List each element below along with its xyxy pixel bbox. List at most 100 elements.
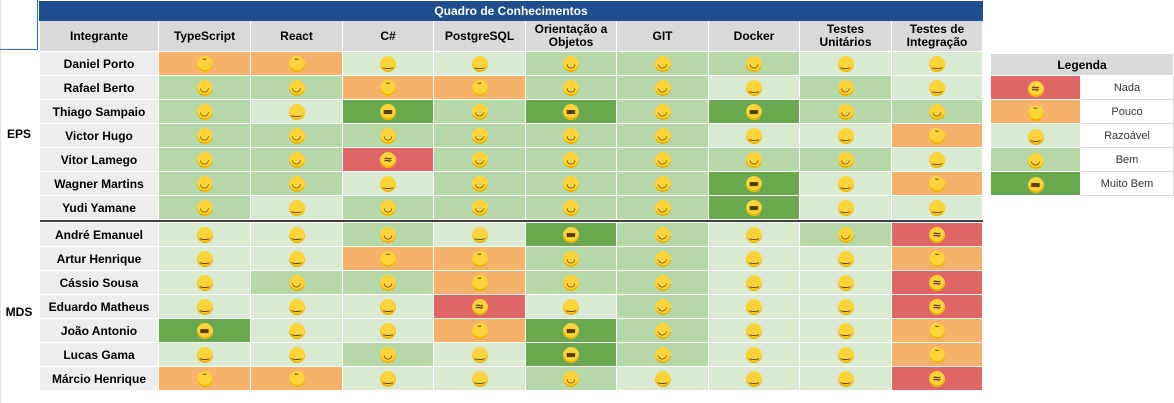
skill-level-cell[interactable]: ◡	[250, 75, 343, 100]
skill-level-cell[interactable]: ‿	[799, 51, 892, 76]
skill-level-cell[interactable]: ‿	[708, 342, 800, 367]
skill-level-cell[interactable]: ˘	[158, 51, 251, 76]
skill-level-cell[interactable]: ◡	[799, 147, 892, 172]
skill-level-cell[interactable]: ◡	[158, 123, 251, 148]
skill-level-cell[interactable]: ◡	[616, 75, 709, 100]
skill-level-cell[interactable]: ◡	[616, 342, 709, 367]
member-name-cell[interactable]: Yudi Yamane	[39, 195, 159, 220]
skill-level-cell[interactable]: ◡	[891, 99, 983, 124]
skill-level-cell[interactable]: ‿	[342, 318, 434, 343]
skill-level-cell[interactable]: ‿	[250, 294, 343, 319]
skill-level-cell[interactable]: ◡	[616, 147, 709, 172]
skill-level-cell[interactable]: ‿	[891, 147, 983, 172]
skill-level-cell[interactable]: ◡	[433, 147, 526, 172]
skill-level-cell[interactable]: ‿	[342, 294, 434, 319]
skill-level-cell[interactable]: ‿	[799, 123, 892, 148]
skill-level-cell[interactable]: ˘	[891, 318, 983, 343]
skill-level-cell[interactable]: ‿	[799, 171, 892, 196]
skill-level-cell[interactable]: ◡	[342, 123, 434, 148]
skill-level-cell[interactable]: ‿	[433, 342, 526, 367]
skill-level-cell[interactable]: ◡	[342, 270, 434, 295]
skill-level-cell[interactable]: ‿	[250, 342, 343, 367]
skill-level-cell[interactable]: ‿	[799, 195, 892, 220]
skill-level-cell[interactable]: ◡	[250, 270, 343, 295]
skill-level-cell[interactable]: ˘	[433, 318, 526, 343]
skill-level-cell[interactable]: ‿	[799, 294, 892, 319]
skill-level-cell[interactable]: ◡	[616, 123, 709, 148]
skill-level-cell[interactable]: ‿	[250, 318, 343, 343]
skill-level-cell[interactable]: ‿	[708, 75, 800, 100]
skill-level-cell[interactable]: ◡	[433, 171, 526, 196]
skill-level-cell[interactable]: ◡	[525, 75, 617, 100]
skill-level-cell[interactable]: ◡	[799, 99, 892, 124]
member-name-cell[interactable]: Wagner Martins	[39, 171, 159, 196]
skill-level-cell[interactable]: ◡	[433, 123, 526, 148]
skill-level-cell[interactable]: ‿	[433, 51, 526, 76]
spreadsheet-corner-cell[interactable]	[0, 0, 38, 50]
skill-level-cell[interactable]: ˘	[158, 366, 251, 391]
skill-level-cell[interactable]: ‿	[891, 75, 983, 100]
skill-level-cell[interactable]: ◡	[708, 51, 800, 76]
skill-level-cell[interactable]: ˘	[250, 51, 343, 76]
skill-level-cell[interactable]: ◡	[433, 195, 526, 220]
skill-level-cell[interactable]: ˘	[342, 75, 434, 100]
skill-level-cell[interactable]: ‿	[158, 294, 251, 319]
skill-level-cell[interactable]: ˘	[891, 171, 983, 196]
skill-level-cell[interactable]: ▬	[342, 99, 434, 124]
skill-level-cell[interactable]: ‿	[708, 270, 800, 295]
member-name-cell[interactable]: Lucas Gama	[39, 342, 159, 367]
skill-level-cell[interactable]: ≈	[891, 366, 983, 391]
skill-level-cell[interactable]: ˘	[891, 246, 983, 271]
skill-level-cell[interactable]: ◡	[525, 147, 617, 172]
skill-level-cell[interactable]: ‿	[708, 318, 800, 343]
skill-level-cell[interactable]: ˘	[433, 75, 526, 100]
skill-level-cell[interactable]: ˘	[250, 366, 343, 391]
skill-level-cell[interactable]: ◡	[616, 171, 709, 196]
skill-level-cell[interactable]: ◡	[799, 75, 892, 100]
skill-level-cell[interactable]: ◡	[158, 195, 251, 220]
skill-level-cell[interactable]: ‿	[342, 366, 434, 391]
skill-level-cell[interactable]: ‿	[342, 171, 434, 196]
skill-level-cell[interactable]: ◡	[250, 147, 343, 172]
skill-level-cell[interactable]: ≈	[891, 294, 983, 319]
skill-level-cell[interactable]: ◡	[525, 195, 617, 220]
skill-level-cell[interactable]: ‿	[433, 366, 526, 391]
skill-level-cell[interactable]: ‿	[158, 222, 251, 247]
skill-level-cell[interactable]: ≈	[342, 147, 434, 172]
skill-level-cell[interactable]: ◡	[525, 171, 617, 196]
skill-level-cell[interactable]: ‿	[891, 51, 983, 76]
skill-level-cell[interactable]: ◡	[250, 171, 343, 196]
skill-level-cell[interactable]: ▬	[525, 222, 617, 247]
skill-level-cell[interactable]: ‿	[708, 366, 800, 391]
member-name-cell[interactable]: Cássio Sousa	[39, 270, 159, 295]
skill-level-cell[interactable]: ‿	[158, 270, 251, 295]
skill-level-cell[interactable]: ˘	[433, 270, 526, 295]
skill-level-cell[interactable]: ‿	[708, 246, 800, 271]
member-name-cell[interactable]: Artur Henrique	[39, 246, 159, 271]
skill-level-cell[interactable]: ◡	[616, 318, 709, 343]
skill-level-cell[interactable]: ‿	[799, 246, 892, 271]
skill-level-cell[interactable]: ◡	[525, 51, 617, 76]
skill-level-cell[interactable]: ‿	[525, 294, 617, 319]
skill-level-cell[interactable]: ◡	[525, 270, 617, 295]
skill-level-cell[interactable]: ◡	[250, 123, 343, 148]
skill-level-cell[interactable]: ◡	[525, 123, 617, 148]
skill-level-cell[interactable]: ◡	[525, 246, 617, 271]
member-name-cell[interactable]: Daniel Porto	[39, 51, 159, 76]
skill-level-cell[interactable]: ‿	[708, 294, 800, 319]
skill-level-cell[interactable]: ◡	[525, 366, 617, 391]
skill-level-cell[interactable]: ‿	[708, 123, 800, 148]
skill-level-cell[interactable]: ◡	[616, 222, 709, 247]
skill-level-cell[interactable]: ◡	[158, 171, 251, 196]
member-name-cell[interactable]: Thiago Sampaio	[39, 99, 159, 124]
member-name-cell[interactable]: João Antonio	[39, 318, 159, 343]
member-name-cell[interactable]: André Emanuel	[39, 222, 159, 247]
skill-level-cell[interactable]: ◡	[158, 99, 251, 124]
skill-level-cell[interactable]: ‿	[158, 342, 251, 367]
skill-level-cell[interactable]: ˘	[433, 246, 526, 271]
member-name-cell[interactable]: Márcio Henrique	[39, 366, 159, 391]
skill-level-cell[interactable]: ˘	[342, 246, 434, 271]
skill-level-cell[interactable]: ˘	[891, 342, 983, 367]
skill-level-cell[interactable]: ▬	[525, 99, 617, 124]
skill-level-cell[interactable]: ‿	[799, 342, 892, 367]
